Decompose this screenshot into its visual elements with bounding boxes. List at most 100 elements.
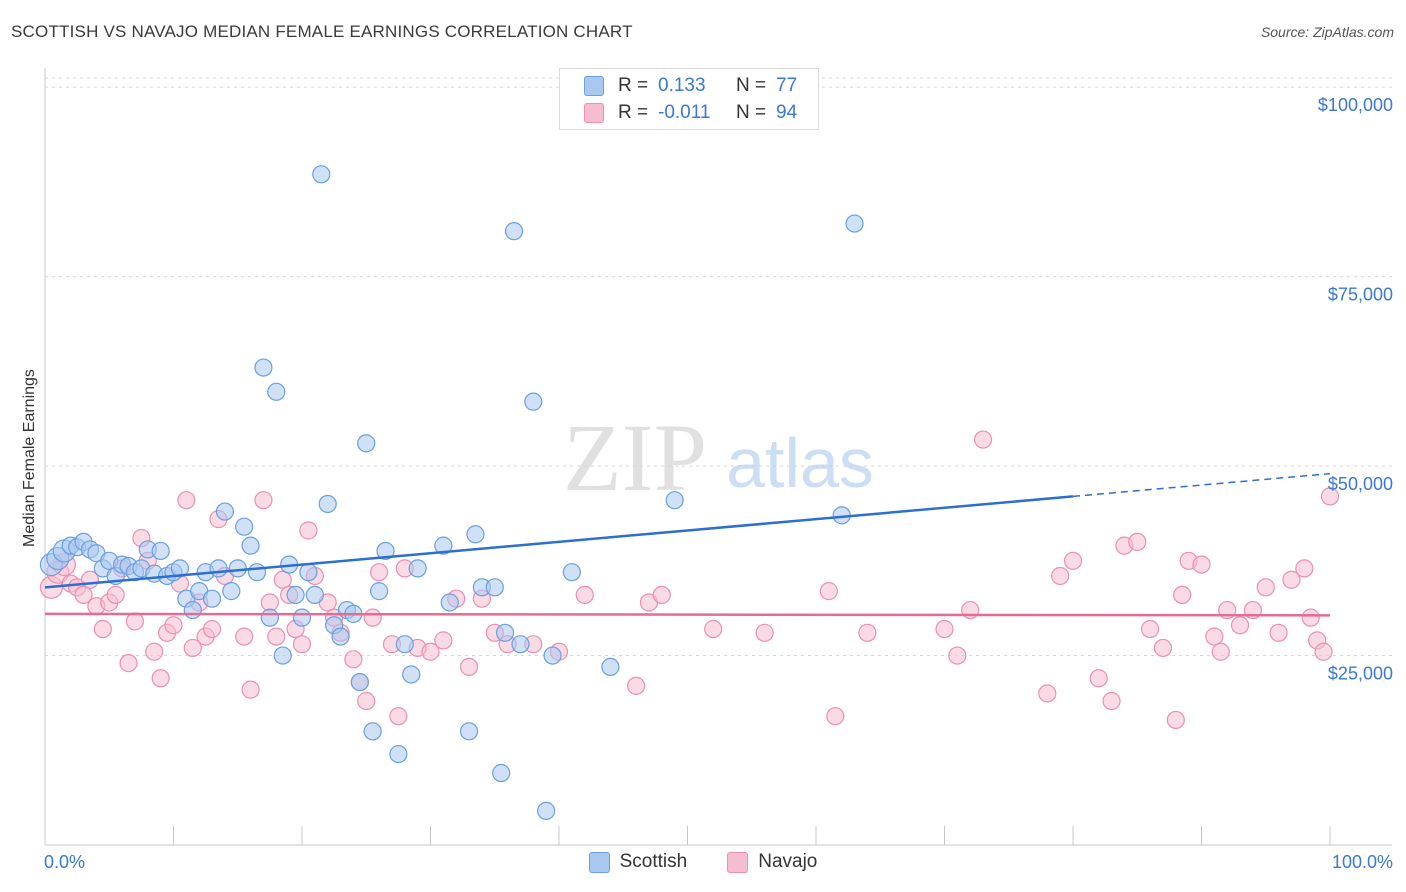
scottish-point [228,559,247,578]
scottish-point [247,563,267,582]
navajo-point [1038,684,1057,703]
navajo-point [459,657,479,677]
legend-item-scottish[interactable]: Scottish [588,851,688,873]
scottish-point [318,494,337,514]
scottish-point [402,665,421,684]
scottish-point [376,541,395,561]
scottish-point [331,627,350,646]
legend-item-navajo[interactable]: Navajo [727,851,817,873]
scottish-point [235,517,254,536]
navajo-point [948,646,967,665]
y-tick-label: $25,000 [1328,664,1393,684]
n-label: N = [736,102,767,123]
navajo-point [363,608,382,627]
scottish-point [305,585,324,605]
navajo-point [1063,551,1083,570]
series-legend: Scottish Navajo [0,851,1406,873]
navajo-point [145,642,164,661]
navajo-point [755,623,774,642]
navajo-point [1140,619,1160,639]
navajo-point [93,619,112,639]
scottish-points [39,165,864,820]
scottish-point [440,593,459,612]
navajo-point [370,563,389,582]
correlation-legend: R = 0.133 N = 77 R = -0.011 N = 94 [559,68,819,130]
navajo-point [267,627,286,646]
navajo-point [357,691,376,711]
navajo-point [183,638,202,658]
navajo-point [1173,585,1192,605]
navajo-point [1211,642,1230,661]
n-value-scottish: 77 [776,75,798,96]
scottish-point [292,608,312,627]
navajo-point [1102,691,1121,711]
navajo-point [1314,642,1333,661]
navajo-point [826,707,845,726]
scottish-point [222,582,241,601]
scottish-point [485,578,504,597]
navajo-point [858,623,877,642]
navajo-point [344,650,363,669]
navajo-point [1269,623,1288,642]
scottish-point [202,589,222,608]
x-min-label: 0.0% [44,852,86,872]
watermark-zip: ZIP [563,404,707,511]
navajo-point [973,430,993,449]
navajo-trend-line [44,612,1331,617]
scottish-point [543,646,562,665]
navajo-point [1256,578,1275,597]
navajo-point [1051,566,1070,586]
scottish-point [845,214,864,233]
scottish-point [395,635,414,654]
scottish-legend-label: Scottish [619,851,688,872]
scottish-trend-extension [1072,472,1331,498]
scottish-point [241,536,260,555]
chart-title: SCOTTISH VS NAVAJO MEDIAN FEMALE EARNING… [11,22,633,41]
navajo-point [241,680,260,699]
r-value-scottish: 0.133 [658,75,706,96]
scottish-point [408,559,427,578]
scottish-point [215,502,234,521]
scottish-point [492,763,511,783]
scottish-point [537,801,556,820]
navajo-point [704,619,723,639]
r-label: R = [618,75,649,96]
navajo-point [125,612,145,631]
y-tick-label: $75,000 [1328,285,1393,305]
scottish-point [389,744,408,764]
watermark-atlas: atlas [726,424,874,502]
navajo-point [1153,638,1173,658]
scottish-point [209,559,228,578]
scottish-legend-swatch [588,851,610,873]
navajo-point [1320,487,1340,506]
navajo-point [421,642,440,661]
navajo-point [164,616,183,635]
scottish-point [183,600,202,620]
navajo-point [575,585,594,605]
scottish-point [459,722,479,741]
x-max-label: 100.0% [1331,852,1393,872]
navajo-point [74,585,93,605]
y-tick-label: $100,000 [1318,95,1393,115]
r-value-navajo: -0.011 [658,102,711,123]
scottish-point [524,392,543,411]
legend-row-scottish: R = 0.133 N = 77 [584,74,797,98]
navajo-point [1205,627,1224,646]
y-tick-label: $50,000 [1328,474,1393,494]
scottish-point [312,165,331,184]
scottish-trend-line [44,495,1074,589]
n-value-navajo: 94 [776,102,798,123]
scottish-point [260,608,279,627]
scottish-point [665,491,684,510]
scottish-point [511,635,530,654]
navajo-point [273,570,292,589]
scottish-point [357,434,376,453]
navajo-point [106,585,125,605]
navajo-point [1295,559,1314,578]
navajo-point [202,619,222,639]
navajo-point [260,593,279,612]
r-label: R = [618,102,649,123]
source-label: Source: ZipAtlas.com [1260,24,1394,40]
n-label: N = [736,75,767,96]
scottish-point [434,536,453,555]
